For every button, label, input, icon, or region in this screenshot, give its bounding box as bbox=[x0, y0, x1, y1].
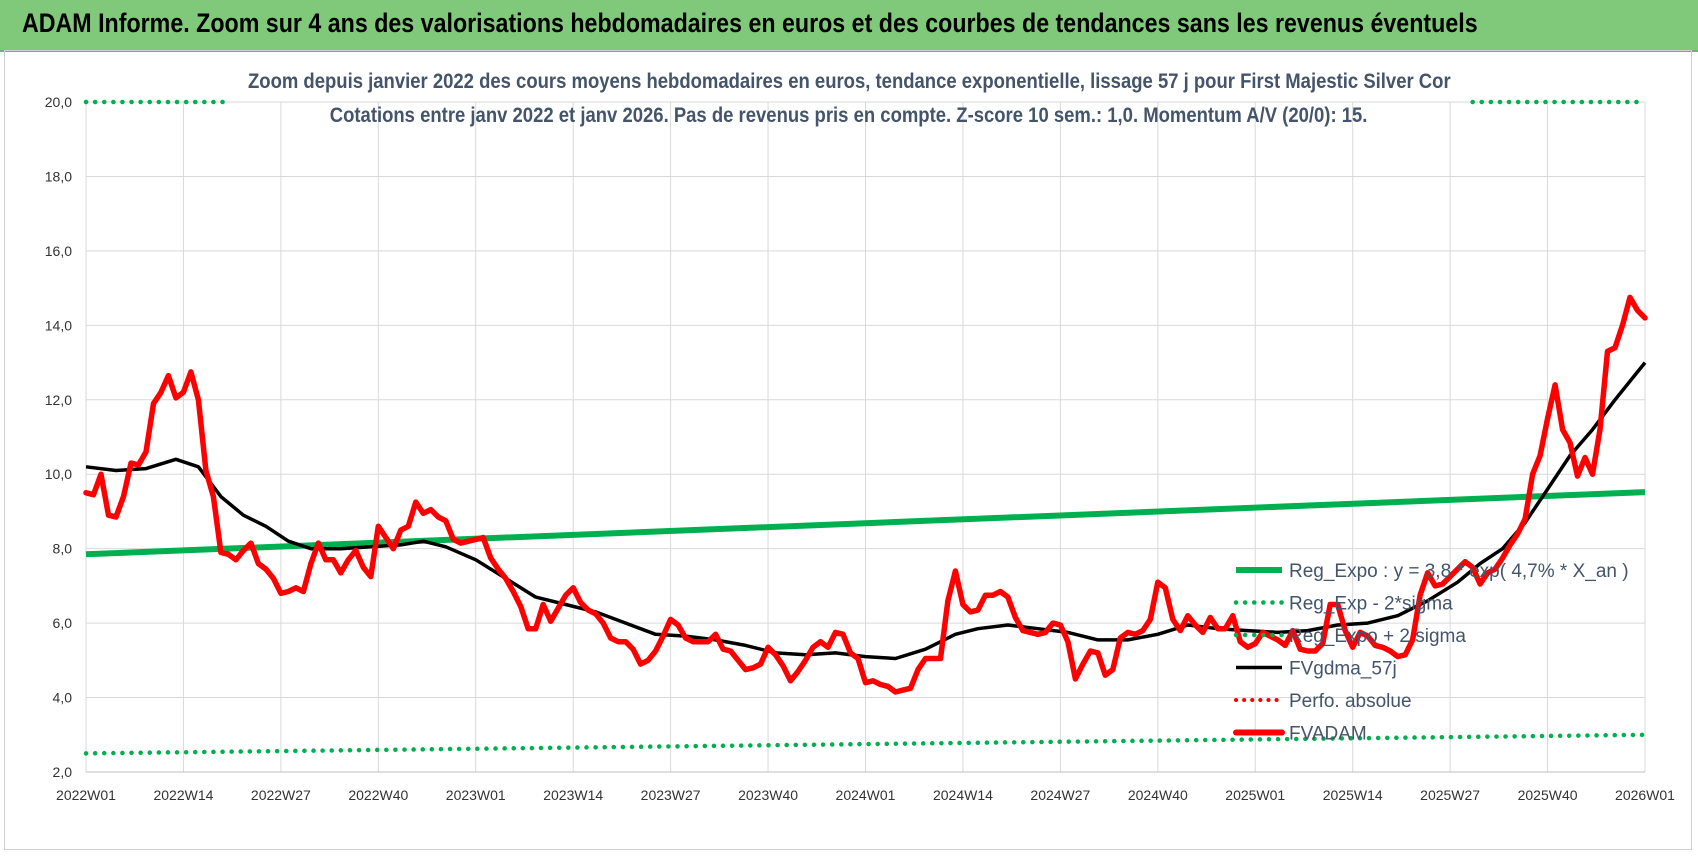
legend-label-perfo-absolue: Perfo. absolue bbox=[1289, 691, 1412, 712]
title-banner: ADAM Informe. Zoom sur 4 ans des valoris… bbox=[0, 0, 1698, 52]
chart-title-container: Zoom depuis janvier 2022 des cours moyen… bbox=[0, 70, 1698, 94]
x-tick-label: 2023W27 bbox=[641, 787, 701, 803]
legend-label-fvadam: FVADAM bbox=[1289, 724, 1367, 745]
y-tick-label: 4,0 bbox=[53, 690, 73, 706]
chart-subtitle: Cotations entre janv 2022 et janv 2026. … bbox=[330, 104, 1368, 127]
chart-subtitle-container: Cotations entre janv 2022 et janv 2026. … bbox=[0, 104, 1698, 128]
x-tick-label: 2022W40 bbox=[348, 787, 408, 803]
chart-frame bbox=[4, 50, 1692, 850]
x-tick-label: 2022W01 bbox=[56, 787, 116, 803]
y-tick-label: 14,0 bbox=[45, 317, 72, 333]
series-reg-expo-y-3-8-exp-4-7-x-an bbox=[85, 489, 1646, 558]
x-tick-label: 2024W40 bbox=[1128, 787, 1188, 803]
x-tick-label: 2022W14 bbox=[153, 787, 213, 803]
legend-label-reg-expo-2-sigma: Reg_Expo + 2 sigma bbox=[1289, 626, 1466, 647]
y-tick-label: 10,0 bbox=[45, 466, 72, 482]
x-tick-label: 2024W27 bbox=[1030, 787, 1090, 803]
x-tick-label: 2023W01 bbox=[446, 787, 506, 803]
x-tick-label: 2023W40 bbox=[738, 787, 798, 803]
x-tick-label: 2025W14 bbox=[1323, 787, 1383, 803]
x-tick-label: 2022W27 bbox=[251, 787, 311, 803]
y-tick-label: 20,0 bbox=[45, 94, 72, 110]
y-tick-label: 6,0 bbox=[53, 615, 73, 631]
chart-title: Zoom depuis janvier 2022 des cours moyen… bbox=[247, 70, 1451, 93]
legend-label-fvgdma-57j: FVgdma_57j bbox=[1289, 659, 1397, 680]
x-tick-label: 2025W40 bbox=[1518, 787, 1578, 803]
x-tick-label: 2025W27 bbox=[1420, 787, 1480, 803]
x-tick-label: 2024W01 bbox=[836, 787, 896, 803]
x-tick-label: 2026W01 bbox=[1615, 787, 1675, 803]
y-tick-label: 2,0 bbox=[53, 764, 73, 780]
x-tick-label: 2025W01 bbox=[1225, 787, 1285, 803]
y-tick-label: 16,0 bbox=[45, 243, 72, 259]
y-tick-label: 8,0 bbox=[53, 541, 73, 557]
series-fvadam bbox=[83, 294, 1648, 695]
report-title: ADAM Informe. Zoom sur 4 ans des valoris… bbox=[22, 8, 1478, 38]
x-tick-label: 2024W14 bbox=[933, 787, 993, 803]
legend-label-reg-expo-y-3-8-exp-4-7-x-an: Reg_Expo : y = 3,8 * exp( 4,7% * X_an ) bbox=[1289, 561, 1629, 582]
legend-label-reg-exp-2-sigma: Reg_Exp - 2*sigma bbox=[1289, 594, 1453, 615]
y-tick-label: 18,0 bbox=[45, 168, 72, 184]
x-tick-label: 2023W14 bbox=[543, 787, 603, 803]
series-reg-exp-2-sigma bbox=[83, 732, 1648, 756]
y-tick-label: 12,0 bbox=[45, 392, 72, 408]
